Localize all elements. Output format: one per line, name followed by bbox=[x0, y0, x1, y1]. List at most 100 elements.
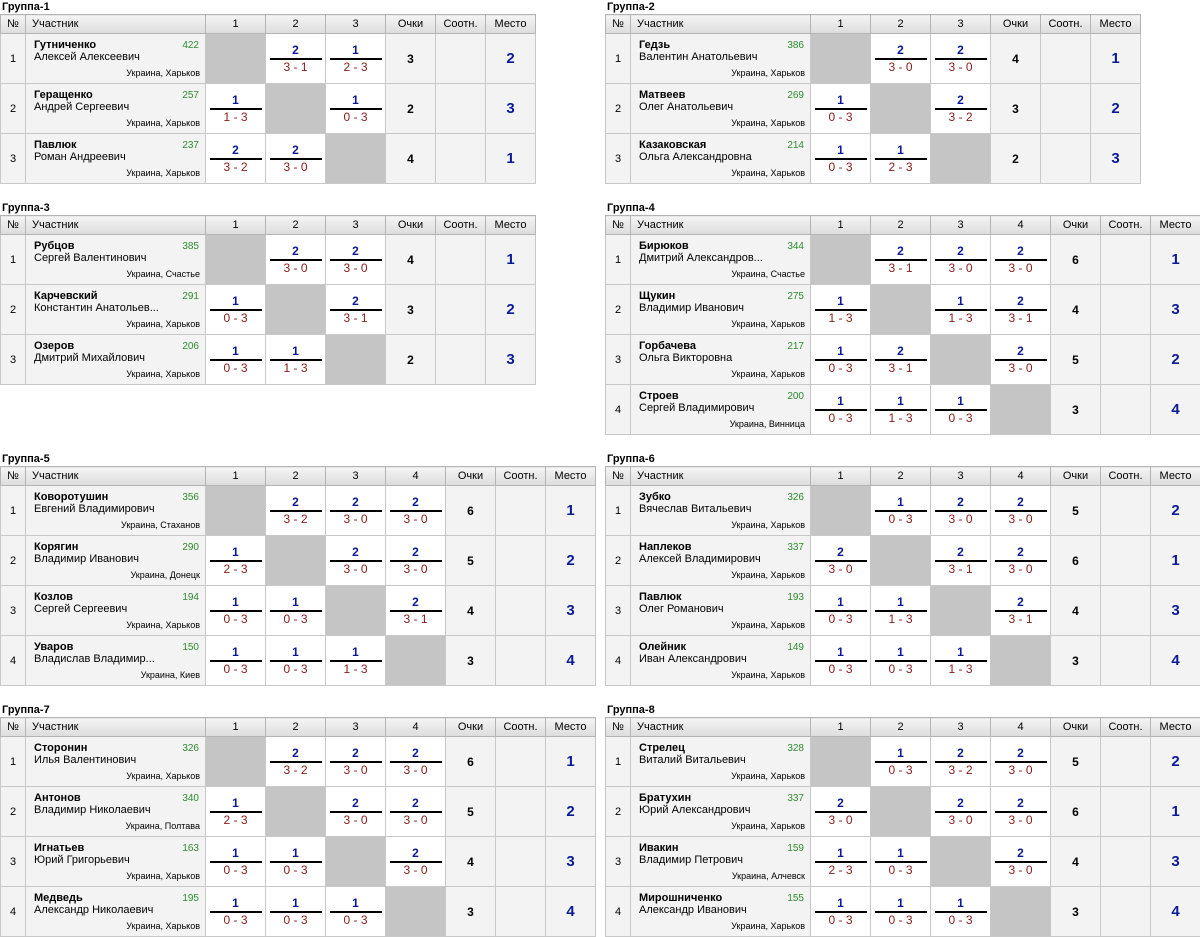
header-opponent: 1 bbox=[810, 215, 871, 235]
points-cell: 4 bbox=[445, 585, 496, 636]
result-score: 3 - 1 bbox=[948, 561, 973, 576]
place-cell: 2 bbox=[1090, 83, 1141, 134]
header-row: № Участник 1 2 3 4 Очки Соотн. Место bbox=[605, 215, 1200, 235]
self-cell bbox=[325, 133, 386, 184]
result-divider bbox=[874, 860, 927, 863]
result-divider bbox=[269, 57, 322, 60]
player-first-name: Владислав Владимир... bbox=[34, 653, 155, 665]
self-cell bbox=[205, 485, 266, 536]
result-cell: 1 0 - 3 bbox=[810, 886, 871, 937]
result-divider bbox=[329, 258, 382, 261]
result-box: 2 3 - 0 bbox=[329, 495, 382, 527]
result-score: 3 - 2 bbox=[223, 159, 248, 174]
result-box: 2 3 - 2 bbox=[269, 495, 322, 527]
header-opponent: 3 bbox=[325, 466, 386, 486]
result-box: 1 0 - 3 bbox=[814, 344, 867, 376]
result-box: 2 3 - 0 bbox=[994, 495, 1047, 527]
player-location: Украина, Харьков bbox=[731, 821, 805, 831]
result-score: 1 - 3 bbox=[828, 310, 853, 325]
ratio-cell bbox=[495, 886, 546, 937]
ratio-cell bbox=[1100, 535, 1151, 586]
result-cell: 2 3 - 0 bbox=[385, 836, 446, 887]
points-cell: 3 bbox=[385, 284, 436, 335]
result-win-points: 1 bbox=[352, 895, 359, 910]
player-row: 2 Матвеев Олег Анатольевич 269 Украина, Харь… bbox=[605, 83, 1141, 134]
ratio-cell bbox=[1040, 83, 1091, 134]
player-rating: 150 bbox=[182, 642, 199, 653]
result-cell: 1 0 - 3 bbox=[810, 83, 871, 134]
result-cell: 2 3 - 0 bbox=[930, 33, 991, 84]
result-score: 3 - 2 bbox=[283, 762, 308, 777]
player-number: 1 bbox=[0, 234, 26, 285]
ratio-cell bbox=[495, 485, 546, 536]
result-box: 1 1 - 3 bbox=[934, 294, 987, 326]
result-box: 1 0 - 3 bbox=[874, 495, 927, 527]
player-number: 1 bbox=[605, 33, 631, 84]
result-score: 0 - 3 bbox=[888, 511, 913, 526]
result-box: 2 3 - 0 bbox=[389, 796, 442, 828]
result-divider bbox=[209, 358, 262, 361]
result-box: 1 1 - 3 bbox=[874, 595, 927, 627]
result-win-points: 2 bbox=[957, 745, 964, 760]
player-number: 2 bbox=[0, 284, 26, 335]
player-row: 3 Павлюк Роман Андреевич 237 Украина, Харько… bbox=[0, 133, 536, 184]
header-ratio: Соотн. bbox=[1100, 717, 1151, 737]
player-last-name: Павлюк bbox=[34, 139, 77, 151]
result-cell: 2 3 - 1 bbox=[265, 33, 326, 84]
result-divider bbox=[994, 860, 1047, 863]
result-score: 3 - 0 bbox=[343, 260, 368, 275]
result-win-points: 2 bbox=[352, 795, 359, 810]
self-cell bbox=[930, 585, 991, 636]
participant-cell: Бирюков Дмитрий Александров... 344 Украина,… bbox=[630, 234, 811, 285]
player-row: 2 Щукин Владимир Иванович 275 Украина, Харьк… bbox=[605, 284, 1200, 335]
result-divider bbox=[389, 810, 442, 813]
player-first-name: Роман Андреевич bbox=[34, 151, 126, 163]
points-cell: 6 bbox=[1050, 786, 1101, 837]
player-rating: 269 bbox=[787, 90, 804, 101]
result-box: 1 0 - 3 bbox=[269, 896, 322, 928]
header-place: Место bbox=[545, 466, 596, 486]
player-location: Украина, Харьков bbox=[731, 319, 805, 329]
result-win-points: 2 bbox=[1017, 594, 1024, 609]
result-cell: 1 1 - 3 bbox=[870, 384, 931, 435]
result-box: 2 3 - 0 bbox=[269, 244, 322, 276]
place-cell: 3 bbox=[485, 83, 536, 134]
player-first-name: Илья Валентинович bbox=[34, 754, 137, 766]
result-win-points: 2 bbox=[1017, 544, 1024, 559]
player-last-name: Сторонин bbox=[34, 742, 88, 754]
player-first-name: Ольга Викторовна bbox=[639, 352, 733, 364]
player-number: 4 bbox=[0, 635, 26, 686]
result-divider bbox=[269, 860, 322, 863]
place-cell: 3 bbox=[1150, 585, 1200, 636]
result-score: 0 - 3 bbox=[828, 661, 853, 676]
result-divider bbox=[329, 509, 382, 512]
player-location: Украина, Счастье bbox=[731, 269, 805, 279]
result-divider bbox=[814, 810, 867, 813]
self-cell bbox=[205, 234, 266, 285]
participant-cell: Братухин Юрий Александрович 337 Украина, Ха… bbox=[630, 786, 811, 837]
ratio-cell bbox=[435, 234, 486, 285]
place-cell: 1 bbox=[545, 485, 596, 536]
ratio-cell bbox=[1040, 133, 1091, 184]
result-score: 0 - 3 bbox=[223, 912, 248, 927]
result-win-points: 1 bbox=[292, 644, 299, 659]
result-box: 1 1 - 3 bbox=[209, 93, 262, 125]
participant-cell: Карчевский Константин Анатольев... 291 Укра… bbox=[25, 284, 206, 335]
group-7: Группа-7 № Участник 1 2 3 4 Очки Соотн. Место 1 Сто… bbox=[0, 703, 596, 937]
participant-cell: Гедзь Валентин Анатольевич 386 Украина, Хар… bbox=[630, 33, 811, 84]
result-score: 0 - 3 bbox=[223, 611, 248, 626]
place-cell: 1 bbox=[545, 736, 596, 787]
result-divider bbox=[874, 157, 927, 160]
self-cell bbox=[205, 33, 266, 84]
result-divider bbox=[209, 910, 262, 913]
player-number: 3 bbox=[605, 836, 631, 887]
result-divider bbox=[389, 760, 442, 763]
player-last-name: Карчевский bbox=[34, 290, 98, 302]
result-divider bbox=[269, 157, 322, 160]
player-rating: 214 bbox=[787, 140, 804, 151]
header-num: № bbox=[605, 14, 631, 34]
ratio-cell bbox=[1100, 635, 1151, 686]
result-cell: 1 1 - 3 bbox=[810, 284, 871, 335]
ratio-cell bbox=[1100, 786, 1151, 837]
player-rating: 163 bbox=[182, 843, 199, 854]
